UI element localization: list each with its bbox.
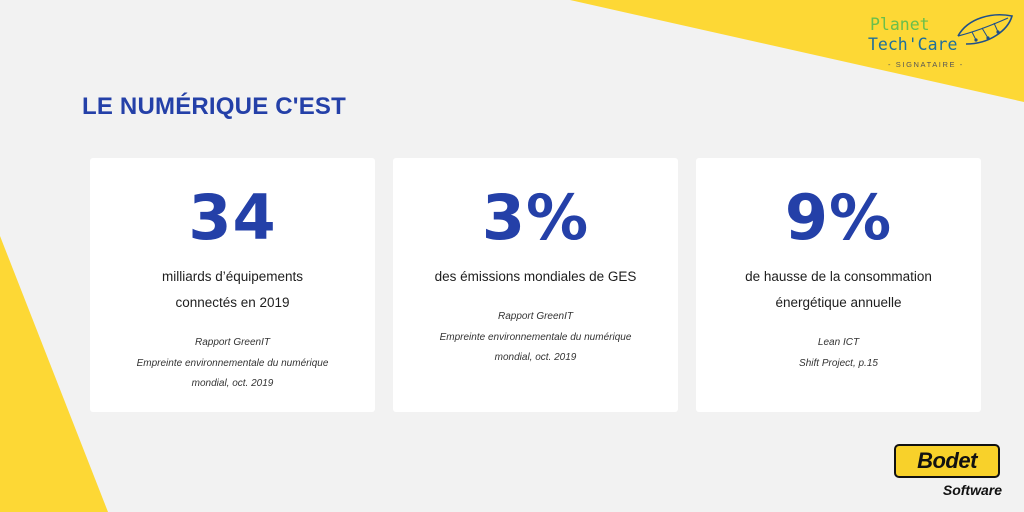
stat-source-line: Rapport GreenIT bbox=[497, 311, 574, 322]
stat-value: 3% bbox=[481, 181, 590, 254]
stat-description: milliards d’équipements connectés en 201… bbox=[100, 264, 365, 316]
stat-source-line: Empreinte environnementale du numérique bbox=[439, 331, 632, 343]
stat-source-line: Lean ICT bbox=[817, 337, 860, 348]
stat-source-line: mondial, oct. 2019 bbox=[494, 352, 577, 363]
planet-techcare-logo: Planet Tech'Care - SIGNATAIRE - bbox=[858, 8, 1018, 74]
stat-description-line: connectés en 2019 bbox=[175, 295, 290, 310]
bodet-software-logo: Bodet Software bbox=[894, 444, 1004, 502]
logo-text-software: Software bbox=[942, 482, 1002, 498]
leaf-icon bbox=[957, 14, 1014, 45]
stat-description-line: énergétique annuelle bbox=[775, 295, 902, 310]
stat-source-line: Empreinte environnementale du numérique bbox=[136, 357, 329, 369]
logo-text-techcare: Tech'Care bbox=[868, 35, 958, 54]
stat-source: Rapport GreenIT Empreinte environnementa… bbox=[403, 307, 668, 369]
stat-card-equipment: 34 milliards d’équipements connectés en … bbox=[90, 158, 375, 412]
stat-value: 9% bbox=[784, 181, 893, 254]
yellow-corner-top-right bbox=[570, 0, 1024, 102]
stat-description-line: de hausse de la consommation bbox=[745, 269, 932, 284]
logo-text-planet: Planet bbox=[870, 15, 930, 34]
stat-description: des émissions mondiales de GES bbox=[403, 264, 668, 290]
stat-value: 34 bbox=[188, 181, 277, 254]
stat-card-energy: 9% de hausse de la consommation énergéti… bbox=[696, 158, 981, 412]
logo-text-bodet: Bodet bbox=[917, 448, 977, 473]
stat-source: Rapport GreenIT Empreinte environnementa… bbox=[100, 333, 365, 395]
stat-description: de hausse de la consommation énergétique… bbox=[706, 264, 971, 316]
stat-description-line: milliards d’équipements bbox=[161, 269, 304, 284]
page-title: LE NUMÉRIQUE C'EST bbox=[82, 93, 346, 120]
stat-source-line: Rapport GreenIT bbox=[194, 337, 271, 348]
bodet-logo-box: Bodet bbox=[894, 444, 1000, 478]
logo-tagline: - SIGNATAIRE - bbox=[888, 60, 964, 69]
stat-source-line: Shift Project, p.15 bbox=[799, 357, 878, 369]
stat-source: Lean ICT Shift Project, p.15 bbox=[706, 333, 971, 374]
stat-card-emissions: 3% des émissions mondiales de GES Rappor… bbox=[393, 158, 678, 412]
stat-description-line: des émissions mondiales de GES bbox=[434, 269, 637, 284]
stat-source-line: mondial, oct. 2019 bbox=[191, 378, 274, 389]
yellow-corner-bottom-left bbox=[0, 236, 108, 512]
